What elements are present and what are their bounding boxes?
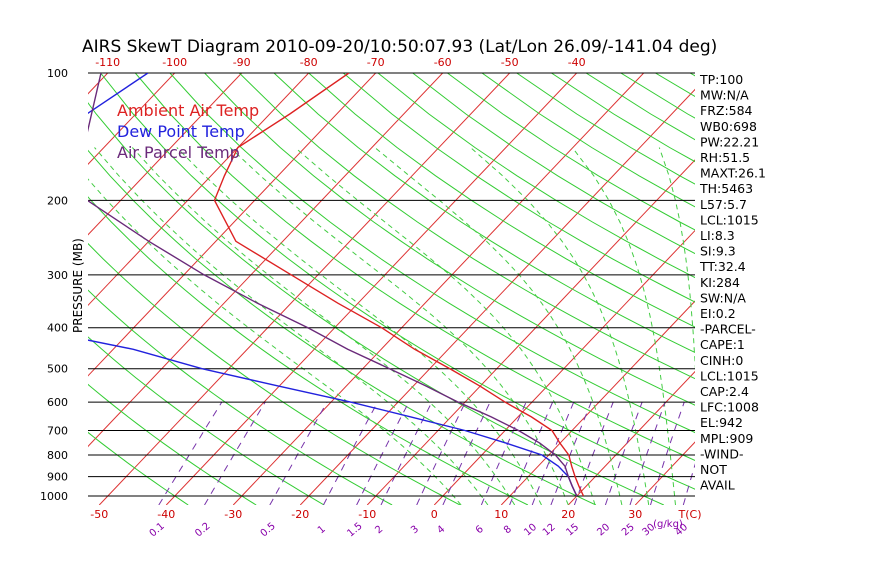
bottom-temp-tick-label: 30 [628, 508, 642, 521]
bottom-temp-tick-label: -50 [90, 508, 108, 521]
stats-entry: EL:942 [700, 415, 743, 430]
stats-entry: -PARCEL- [700, 322, 756, 337]
top-temp-tick-label: -80 [300, 56, 318, 69]
stats-entry: MW:N/A [700, 88, 749, 103]
stats-entry: TH:5463 [699, 181, 753, 196]
top-temp-tick-label: -70 [367, 56, 385, 69]
stats-entry: -WIND- [700, 446, 744, 461]
bottom-temp-tick-label: -30 [224, 508, 242, 521]
pressure-tick-label: 400 [47, 322, 68, 335]
bottom-temp-tick-label: -10 [358, 508, 376, 521]
pressure-tick-label: 900 [47, 471, 68, 484]
pressure-tick-label: 500 [47, 363, 68, 376]
stats-entry: FRZ:584 [700, 103, 753, 118]
bottom-temp-tick-label: 0 [431, 508, 438, 521]
top-temp-tick-label: -60 [434, 56, 452, 69]
pressure-tick-label: 1000 [40, 490, 68, 503]
stats-entry: AVAIL [700, 478, 735, 493]
stats-entry: EI:0.2 [700, 306, 736, 321]
stats-entry: TP:100 [699, 72, 743, 87]
stats-entry: LI:8.3 [700, 228, 735, 243]
legend-entry: Dew Point Temp [117, 122, 245, 141]
pressure-tick-label: 200 [47, 194, 68, 207]
pressure-tick-label: 800 [47, 449, 68, 462]
bottom-temp-tick-label: 10 [494, 508, 508, 521]
chart-title: AIRS SkewT Diagram 2010-09-20/10:50:07.9… [82, 37, 717, 57]
stats-entry: MPL:909 [700, 431, 753, 446]
bottom-temp-tick-label: 20 [561, 508, 575, 521]
top-temp-tick-label: -90 [233, 56, 251, 69]
bottom-temp-tick-label: -40 [157, 508, 175, 521]
stats-entry: TT:32.4 [699, 259, 746, 274]
stats-entry: CAP:2.4 [700, 384, 749, 399]
bottom-temp-tick-label: -20 [291, 508, 309, 521]
pressure-tick-label: 700 [47, 425, 68, 438]
stats-entry: WB0:698 [700, 119, 757, 134]
legend: Ambient Air Temp Dew Point Temp Air Parcel… [117, 101, 259, 162]
stats-entry: LFC:1008 [700, 400, 759, 415]
y-axis-label: PRESSURE (MB) [71, 238, 85, 333]
pressure-tick-label: 600 [47, 396, 68, 409]
top-temp-tick-label: -110 [95, 56, 120, 69]
pressure-tick-label: 100 [47, 67, 68, 80]
stats-entry: SW:N/A [700, 290, 746, 305]
stats-entry: LCL:1015 [700, 212, 759, 227]
stats-entry: CAPE:1 [700, 337, 745, 352]
top-temp-tick-label: -100 [162, 56, 187, 69]
stats-entry: SI:9.3 [700, 244, 736, 259]
pressure-tick-label: 300 [47, 269, 68, 282]
stats-entry: L57:5.7 [700, 197, 747, 212]
stats-entry: NOT [700, 462, 727, 477]
legend-entry: Ambient Air Temp [117, 101, 259, 120]
top-temp-tick-label: -50 [501, 56, 519, 69]
stats-entry: RH:51.5 [700, 150, 750, 165]
stats-entry: CINH:0 [700, 353, 743, 368]
stats-entry: KI:284 [700, 275, 740, 290]
mixing-ratio-unit-label: (g/kg) [653, 519, 683, 530]
stats-entry: LCL:1015 [700, 368, 759, 383]
stats-entry: MAXT:26.1 [700, 166, 766, 181]
top-temp-tick-label: -40 [568, 56, 586, 69]
legend-entry: Air Parcel Temp [117, 143, 240, 162]
stats-entry: PW:22.21 [700, 134, 759, 149]
